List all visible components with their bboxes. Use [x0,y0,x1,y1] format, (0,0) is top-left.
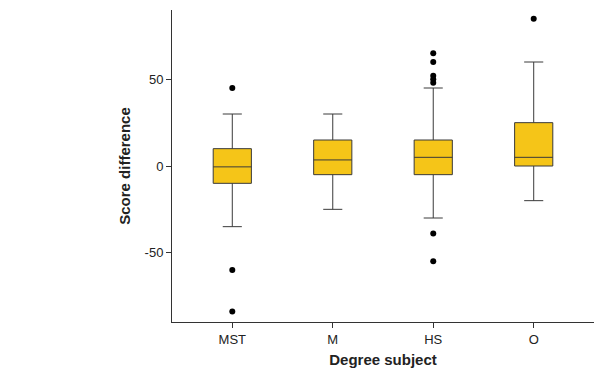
svg-text:M: M [327,332,338,347]
svg-text:50: 50 [149,72,163,87]
svg-text:O: O [529,332,539,347]
svg-text:Degree subject: Degree subject [329,351,437,368]
svg-text:HS: HS [424,332,442,347]
svg-text:Score difference: Score difference [116,107,133,225]
svg-text:0: 0 [156,159,163,174]
svg-text:MST: MST [219,332,247,347]
svg-text:-50: -50 [145,245,164,260]
